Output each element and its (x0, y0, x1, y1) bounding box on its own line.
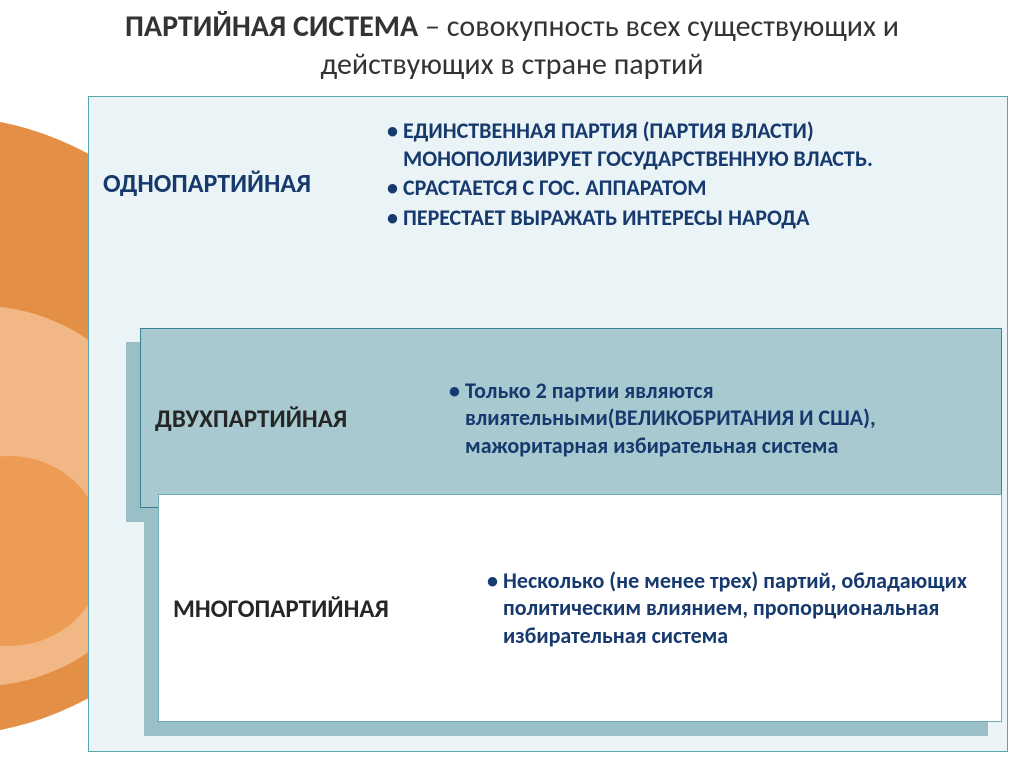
label-two-party: ДВУХПАРТИЙНАЯ (141, 329, 441, 507)
diagram-stage: ОДНОПАРТИЙНАЯ ЕДИНСТВЕННАЯ ПАРТИЯ (ПАРТИ… (0, 96, 1024, 756)
box-two-party: ДВУХПАРТИЙНАЯ Только 2 партии являются в… (140, 328, 1002, 508)
desc-multi-party: Несколько (не менее трех) партий, облада… (479, 495, 1001, 721)
desc-two-party: Только 2 партии являются влиятельными(ВЕ… (441, 329, 1001, 507)
desc-single-party: ЕДИНСТВЕННАЯ ПАРТИЯ (ПАРТИЯ ВЛАСТИ) МОНО… (379, 97, 1007, 243)
slide-title: ПАРТИЙНАЯ СИСТЕМА – совокупность всех су… (0, 0, 1024, 95)
bullet-item: ЕДИНСТВЕННАЯ ПАРТИЯ (ПАРТИЯ ВЛАСТИ) МОНО… (385, 117, 993, 172)
box-multi-party: МНОГОПАРТИЙНАЯ Несколько (не менее трех)… (158, 494, 1002, 722)
title-term: ПАРТИЙНАЯ СИСТЕМА (125, 8, 418, 45)
bullet-item: Несколько (не менее трех) партий, облада… (485, 567, 987, 650)
bullet-item: Только 2 партии являются влиятельными(ВЕ… (447, 377, 987, 460)
bullet-item: СРАСТАЕТСЯ С ГОС. АППАРАТОМ (385, 174, 993, 202)
label-multi-party: МНОГОПАРТИЙНАЯ (159, 495, 479, 721)
bullet-item: ПЕРЕСТАЕТ ВЫРАЖАТЬ ИНТЕРЕСЫ НАРОДА (385, 204, 993, 232)
